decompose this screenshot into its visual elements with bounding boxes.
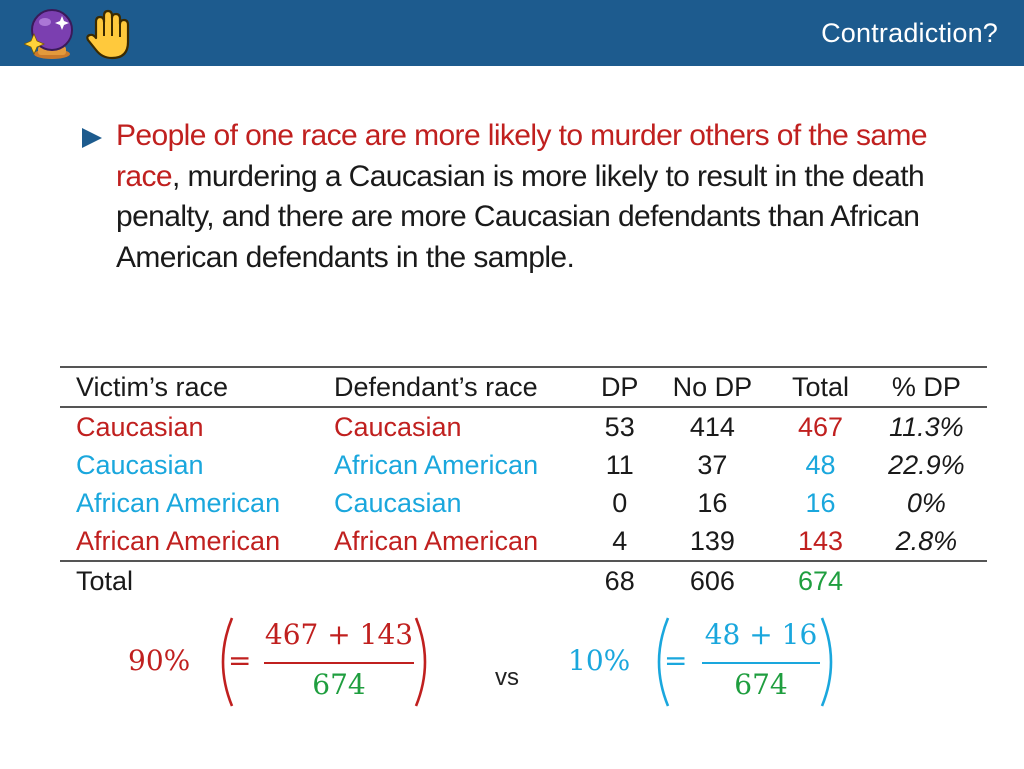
table-total-row: Total 68 606 674 (60, 561, 987, 600)
equation-right-numerator: 48 + 16 (704, 618, 818, 651)
equation-right-percent: 10% (568, 644, 631, 677)
defendant-race-cell: African American (334, 525, 539, 556)
slide-title: Contradiction? (821, 18, 998, 48)
bullet-point: People of one race are more likely to mu… (82, 116, 962, 278)
no-dp-cell: 414 (689, 411, 735, 442)
defendant-race-cell: Caucasian (334, 487, 462, 518)
total-cell: 16 (805, 487, 836, 518)
total-cell: 48 (805, 449, 836, 480)
table-header-row: Victim’s race Defendant’s race DP No DP … (60, 367, 987, 407)
no-dp-cell: 16 (697, 487, 728, 518)
death-penalty-table: Victim’s race Defendant’s race DP No DP … (60, 366, 987, 600)
dp-cell: 4 (612, 525, 628, 556)
equation-left: 90% = 467 + 143 674 (128, 614, 448, 714)
victim-race-cell: Caucasian (76, 449, 204, 480)
bullet-rest: , murdering a Caucasian is more likely t… (116, 159, 925, 274)
left-paren-icon (657, 617, 670, 707)
pct-dp-cell: 22.9% (888, 449, 965, 480)
dp-cell: 0 (612, 487, 628, 518)
pct-dp-cell: 2.8% (895, 525, 958, 556)
fraction-bar (702, 662, 820, 664)
equation-right-denominator: 674 (734, 668, 788, 701)
crystal-ball-icon (22, 8, 80, 65)
table-row: African American Caucasian 0 16 16 0% (60, 484, 987, 522)
total-label: Total (76, 565, 134, 596)
header-dp: DP (600, 371, 639, 402)
right-paren-icon (820, 617, 833, 707)
raised-hand-icon (84, 8, 134, 67)
defendant-race-cell: Caucasian (334, 411, 462, 442)
header-defendant-race: Defendant’s race (334, 371, 538, 402)
equation-left-equals: = (228, 644, 252, 677)
header-bar: Contradiction? (0, 0, 1024, 66)
bullet-text: People of one race are more likely to mu… (116, 116, 962, 278)
grand-total: 674 (798, 565, 844, 596)
left-paren-icon (221, 617, 234, 707)
defendant-race-cell: African American (334, 449, 539, 480)
victim-race-cell: African American (76, 487, 281, 518)
header-total: Total (792, 371, 850, 402)
fraction-bar (264, 662, 414, 664)
equation-left-denominator: 674 (312, 668, 366, 701)
total-dp: 68 (604, 565, 635, 596)
victim-race-cell: African American (76, 525, 281, 556)
equation-right-equals: = (664, 644, 688, 677)
empty-cell (866, 561, 987, 600)
dp-cell: 11 (605, 449, 634, 480)
empty-cell (334, 561, 590, 600)
equation-left-numerator: 467 + 143 (264, 618, 414, 651)
equation-left-fraction: 467 + 143 674 (264, 618, 414, 710)
pct-dp-cell: 11.3% (889, 411, 964, 442)
equation-right: 10% = 48 + 16 674 (568, 614, 858, 714)
table-row: Caucasian Caucasian 53 414 467 11.3% (60, 407, 987, 446)
header-victim-race: Victim’s race (76, 371, 229, 402)
equation-right-fraction: 48 + 16 674 (702, 618, 820, 710)
bullet-triangle-icon (82, 128, 102, 148)
right-paren-icon (414, 617, 427, 707)
header-pct-dp: % DP (891, 371, 961, 402)
table-row: Caucasian African American 11 37 48 22.9… (60, 446, 987, 484)
pct-dp-cell: 0% (906, 487, 946, 518)
equation-left-percent: 90% (128, 644, 191, 677)
table-row: African American African American 4 139 … (60, 522, 987, 561)
victim-race-cell: Caucasian (76, 411, 204, 442)
total-cell: 467 (798, 411, 844, 442)
no-dp-cell: 139 (689, 525, 735, 556)
dp-cell: 53 (604, 411, 635, 442)
header-no-dp: No DP (672, 371, 753, 402)
bullet-highlight: People of one race are more likely to mu… (116, 119, 928, 193)
total-cell: 143 (798, 525, 844, 556)
no-dp-cell: 37 (697, 449, 728, 480)
versus-label: vs (495, 664, 519, 691)
total-no-dp: 606 (689, 565, 735, 596)
